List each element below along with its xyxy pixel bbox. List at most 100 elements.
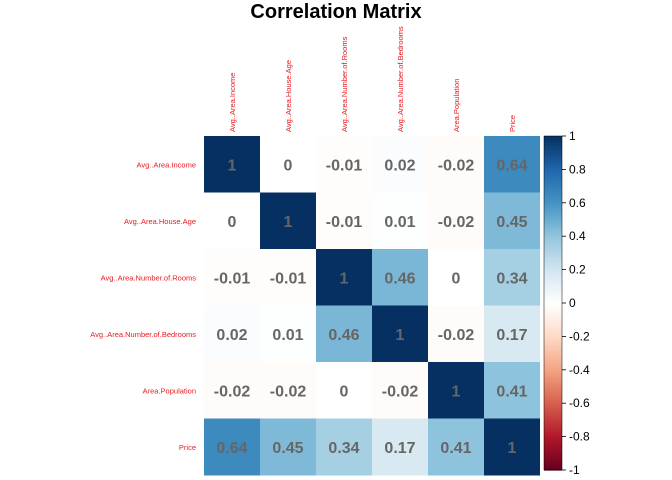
colorbar-segment	[544, 184, 562, 187]
colorbar-segment	[544, 356, 562, 359]
colorbar-segment	[544, 234, 562, 237]
colorbar-segment	[544, 453, 562, 456]
colorbar-segment	[544, 166, 562, 169]
heatmap-cell	[428, 362, 484, 419]
colorbar-segment	[544, 212, 562, 216]
heatmap-cell-value: 0	[452, 270, 461, 287]
heatmap-cell-value: 0.41	[440, 440, 471, 457]
colorbar-segment	[544, 411, 562, 414]
colorbar-segment	[544, 346, 562, 349]
colorbar-segment	[544, 281, 562, 284]
heatmap-cell-value: 1	[452, 383, 461, 400]
heatmap-cell	[204, 418, 260, 476]
colorbar-segment	[544, 286, 562, 289]
heatmap-cell-value: -0.02	[438, 157, 475, 174]
heatmap-cell-value: 0.64	[216, 440, 247, 457]
colorbar-tick-label: 0	[569, 296, 576, 310]
colorbar-segment	[544, 196, 562, 199]
colorbar-segment	[544, 277, 562, 281]
colorbar-segment	[544, 172, 562, 176]
colorbar-segment	[544, 239, 562, 242]
colorbar-segment	[544, 351, 562, 354]
colorbar-segment	[544, 443, 562, 446]
colorbar-segment	[544, 308, 562, 311]
colorbar-segment	[544, 224, 562, 227]
colorbar-segment	[544, 182, 562, 186]
colorbar-segment	[544, 181, 562, 184]
heatmap-cell-value: 0.41	[496, 383, 527, 400]
heatmap-cell	[484, 136, 540, 193]
heatmap-cell-value: 1	[396, 327, 405, 344]
colorbar-segment	[544, 204, 562, 207]
colorbar-segment	[544, 404, 562, 408]
colorbar-segment	[544, 339, 562, 343]
colorbar-segment	[544, 388, 562, 391]
colorbar-segment	[544, 207, 562, 211]
colorbar-segment	[544, 209, 562, 212]
colorbar-segment	[544, 449, 562, 453]
colorbar-segment	[544, 313, 562, 316]
colorbar-segment	[544, 282, 562, 286]
colorbar-segment	[544, 229, 562, 232]
colorbar-segment	[544, 463, 562, 466]
colorbar-segment	[544, 454, 562, 458]
colorbar-tick-label: 1	[569, 129, 576, 143]
heatmap-cell-value: 0.34	[328, 440, 359, 457]
colorbar-segment	[544, 151, 562, 154]
colorbar-segment	[544, 137, 562, 140]
colorbar-segment	[544, 247, 562, 251]
colorbar-segment	[544, 378, 562, 381]
colorbar-segment	[544, 406, 562, 409]
heatmap-cell-value: -0.01	[270, 270, 307, 287]
row-label: Avg..Area.Income	[137, 160, 196, 169]
colorbar-segment	[544, 241, 562, 244]
heatmap-cell	[372, 249, 428, 306]
colorbar-segment	[544, 216, 562, 219]
row-label: Avg..Area.Number.of.Bedrooms	[90, 330, 196, 339]
row-label: Area.Population	[143, 386, 196, 395]
colorbar-segment	[544, 164, 562, 167]
colorbar-tick-label: -0.4	[569, 363, 590, 377]
colorbar-segment	[544, 279, 562, 282]
colorbar-segment	[544, 272, 562, 276]
colorbar-segment	[544, 169, 562, 172]
colorbar-segment	[544, 419, 562, 423]
colorbar-segment	[544, 363, 562, 366]
heatmap-cell	[316, 192, 372, 250]
colorbar-segment	[544, 301, 562, 304]
colorbar-segment	[544, 344, 562, 348]
colorbar-segment	[544, 358, 562, 361]
colorbar-segment	[544, 396, 562, 399]
colorbar-segment	[544, 174, 562, 177]
heatmap-cell-value: -0.02	[214, 383, 251, 400]
colorbar-segment	[544, 354, 562, 358]
column-label: Avg..Area.Number.of.Bedrooms	[396, 26, 405, 132]
heatmap-cell-value: -0.02	[382, 383, 419, 400]
colorbar-segment	[544, 349, 562, 353]
colorbar-segment	[544, 384, 562, 388]
colorbar-segment	[544, 393, 562, 396]
colorbar-segment	[544, 256, 562, 259]
colorbar-tick-label: -0.8	[569, 430, 590, 444]
colorbar-segment	[544, 328, 562, 331]
heatmap-cell-value: 0.17	[384, 440, 415, 457]
colorbar-segment	[544, 299, 562, 302]
colorbar-segment	[544, 242, 562, 246]
heatmap-cell	[204, 305, 260, 363]
colorbar-segment	[544, 162, 562, 165]
heatmap-cell	[372, 418, 428, 476]
colorbar-segment	[544, 326, 562, 329]
heatmap-cell	[204, 362, 260, 419]
colorbar-segment	[544, 252, 562, 256]
heatmap-cell	[372, 136, 428, 193]
colorbar-tick-label: 0.4	[569, 229, 586, 243]
colorbar-segment	[544, 414, 562, 418]
colorbar-segment	[544, 364, 562, 368]
colorbar-segment	[544, 192, 562, 196]
colorbar-segment	[544, 214, 562, 217]
colorbar-segment	[544, 401, 562, 404]
colorbar-segment	[544, 398, 562, 401]
colorbar-segment	[544, 319, 562, 322]
colorbar-segment	[544, 262, 562, 266]
colorbar-segment	[544, 267, 562, 271]
